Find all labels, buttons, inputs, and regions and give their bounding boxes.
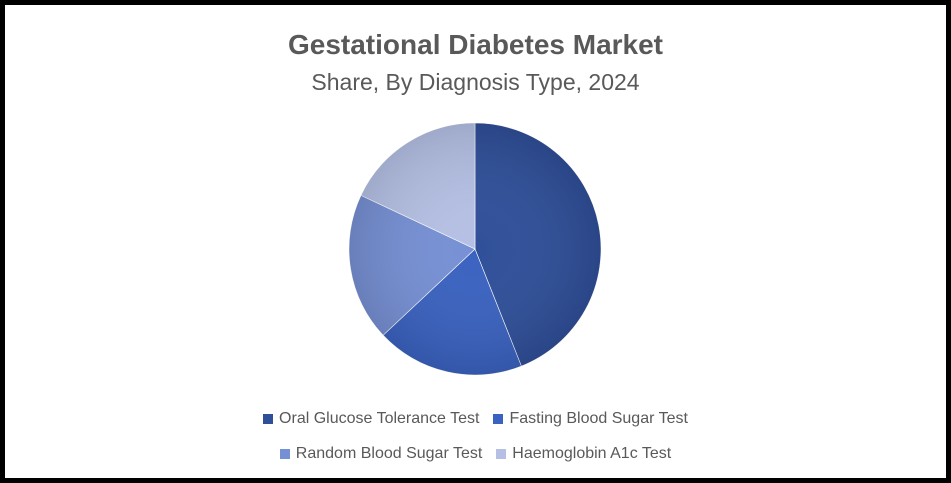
legend-item-fasting-blood-sugar: Fasting Blood Sugar Test	[493, 410, 688, 428]
legend-item-haemoglobin-a1c: Haemoglobin A1c Test	[496, 445, 671, 463]
legend-swatch	[279, 449, 290, 459]
legend-row-1: Oral Glucose Tolerance Test Fasting Bloo…	[5, 410, 946, 428]
legend-swatch	[493, 414, 504, 424]
legend-swatch	[263, 414, 274, 424]
legend-label: Random Blood Sugar Test	[295, 445, 483, 462]
legend-label: Oral Glucose Tolerance Test	[279, 410, 480, 427]
pie-chart	[348, 122, 602, 376]
pie-shading	[349, 123, 601, 375]
legend-label: Fasting Blood Sugar Test	[509, 410, 688, 427]
chart-title: Gestational Diabetes Market	[287, 29, 664, 60]
legend-item-random-blood-sugar: Random Blood Sugar Test	[279, 445, 483, 463]
legend-item-oral-glucose: Oral Glucose Tolerance Test	[263, 410, 479, 428]
chart-subtitle: Share, By Diagnosis Type, 2024	[311, 69, 640, 95]
legend-row-2: Random Blood Sugar Test Haemoglobin A1c …	[5, 445, 946, 463]
legend-label: Haemoglobin A1c Test	[512, 445, 672, 462]
legend-swatch	[496, 449, 507, 459]
